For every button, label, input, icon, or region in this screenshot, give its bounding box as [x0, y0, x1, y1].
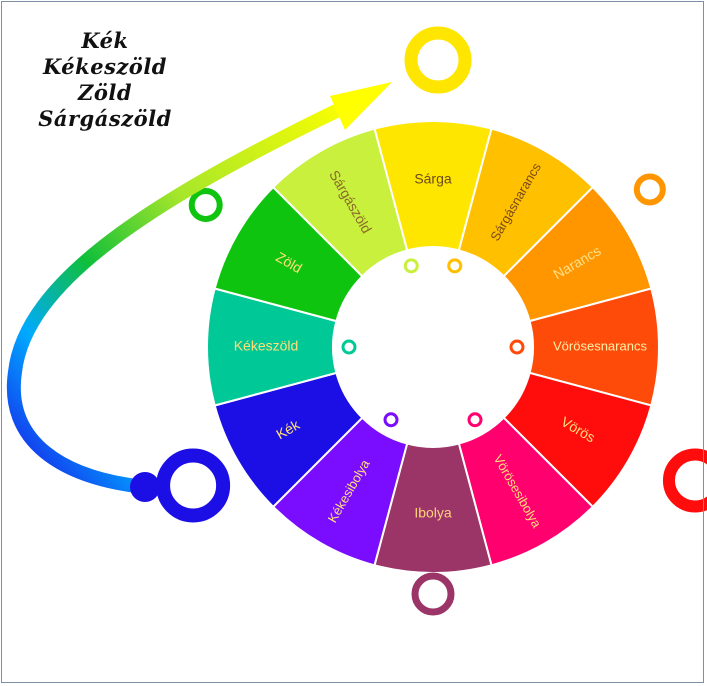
inner-marker-vorosesibolya: [467, 412, 483, 428]
inner-marker-sargasnarancs: [447, 258, 463, 274]
segment-label-sarga: Sárga: [414, 171, 452, 187]
inner-marker-vorosesnarancs: [509, 339, 525, 355]
arrow-shaft: [6, 95, 362, 494]
outer-ring-markers: [156, 26, 707, 616]
legend-line-zold: Zöld: [78, 80, 132, 105]
arrow-tail-dot: [130, 472, 160, 502]
legend-text-block: Kék Kékeszöld Zöld Sárgászöld: [30, 28, 180, 132]
legend-line-kek: Kék: [81, 28, 129, 53]
inner-marker-sargaszold: [403, 258, 419, 274]
wheel-segments: [206, 120, 660, 574]
outer-marker-kek: [156, 448, 231, 523]
inner-marker-kekesibolya: [383, 412, 399, 428]
inner-ring-markers: [341, 258, 525, 428]
legend-line-sargaszold: Sárgászöld: [38, 106, 172, 131]
segment-label-vorosesnarancs: Vörösesnarancs: [553, 338, 647, 353]
outer-marker-ibolya: [411, 572, 455, 616]
outer-marker-voros: [662, 448, 707, 513]
segment-label-kekeszold: Kékeszöld: [234, 338, 299, 354]
arrow-head: [330, 82, 392, 130]
gradient-arrow: [6, 82, 392, 502]
wheel-center: [333, 247, 533, 447]
inner-marker-kekeszold: [341, 339, 357, 355]
outer-marker-zold: [188, 187, 223, 222]
outer-marker-narancs: [633, 173, 666, 206]
legend-line-kekeszold: Kékeszöld: [43, 54, 167, 79]
segment-label-ibolya: Ibolya: [414, 505, 452, 521]
outer-marker-sarga: [404, 26, 472, 94]
